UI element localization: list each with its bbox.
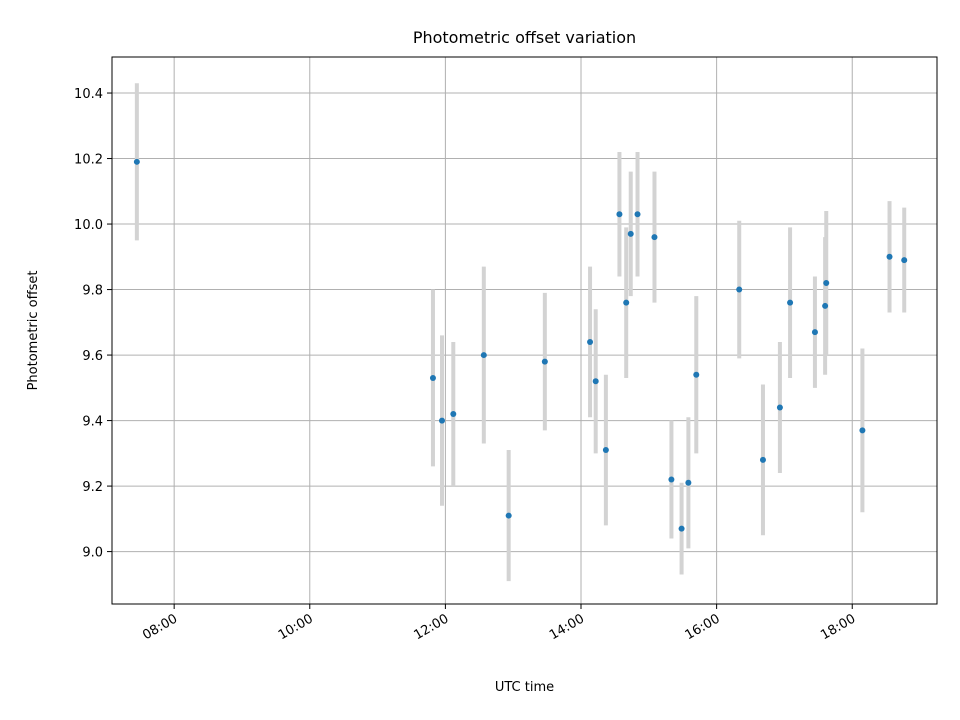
chart-title: Photometric offset variation — [413, 28, 636, 47]
data-point-13 — [634, 211, 641, 218]
data-point-15 — [668, 476, 675, 483]
data-point-0 — [133, 158, 140, 165]
data-point-20 — [759, 456, 766, 463]
data-point-2 — [439, 417, 445, 424]
data-point-12 — [627, 230, 634, 237]
data-point-27 — [886, 253, 893, 260]
data-point-16 — [678, 525, 685, 532]
data-point-7 — [587, 338, 594, 345]
y-tick-label: 9.6 — [82, 349, 103, 364]
grid — [112, 57, 937, 604]
data-point-21 — [776, 404, 783, 411]
data-point-5 — [505, 512, 512, 519]
data-point-1 — [429, 374, 436, 381]
y-tick-label: 9.0 — [82, 546, 103, 561]
data-point-28 — [901, 257, 908, 264]
data-point-19 — [736, 286, 743, 293]
y-axis-label: Photometric offset — [26, 271, 41, 391]
data-point-6 — [541, 358, 548, 365]
data-point-22 — [787, 299, 794, 306]
y-tick-label: 9.4 — [82, 415, 103, 430]
data-point-4 — [480, 352, 487, 359]
y-tick-label: 10.4 — [74, 87, 103, 102]
data-point-3 — [450, 411, 457, 418]
y-tick-label: 9.8 — [82, 284, 103, 299]
data-point-26 — [859, 427, 866, 434]
data-point-11 — [623, 299, 630, 306]
data-point-18 — [693, 371, 700, 378]
data-point-23 — [811, 329, 818, 336]
data-point-8 — [592, 378, 599, 385]
data-point-25 — [823, 280, 830, 287]
data-points — [133, 158, 908, 532]
data-point-9 — [602, 447, 609, 454]
plot-frame — [111, 56, 938, 605]
y-tick-label: 9.2 — [82, 480, 103, 495]
data-point-10 — [616, 211, 623, 218]
x-axis-label: UTC time — [495, 680, 554, 695]
data-point-24 — [822, 302, 829, 309]
y-tick-label: 10.0 — [74, 218, 103, 233]
y-tick-label: 10.2 — [74, 153, 103, 168]
data-point-14 — [651, 234, 658, 241]
data-point-17 — [685, 479, 692, 486]
